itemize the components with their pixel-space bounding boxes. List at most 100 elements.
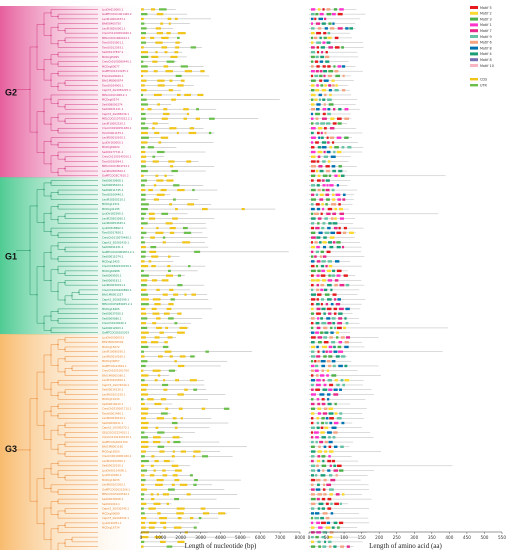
tick-label: 3000 <box>195 535 206 540</box>
tree-node <box>43 371 45 373</box>
utr-block <box>193 483 197 486</box>
motif-block <box>331 141 335 144</box>
tree-node <box>64 82 66 84</box>
cds-block <box>155 41 163 44</box>
tree-node <box>50 182 52 184</box>
motif-block <box>316 264 319 268</box>
motif-block <box>316 207 321 211</box>
cds-block <box>141 298 149 301</box>
cds-block <box>152 60 158 63</box>
motif-block <box>311 283 314 287</box>
cds-block <box>151 279 158 282</box>
cds-block <box>148 507 156 510</box>
utr-block <box>157 445 165 448</box>
cds-block <box>141 84 145 87</box>
motif-block <box>316 426 320 429</box>
motif-block <box>327 321 332 325</box>
motif-block <box>311 22 314 25</box>
utr-block <box>182 226 188 230</box>
cds-block <box>170 165 174 168</box>
utr-block <box>190 46 197 49</box>
cds-block <box>154 379 158 382</box>
motif-block <box>323 340 329 344</box>
cds-block <box>200 70 205 73</box>
gene-structure-panel <box>141 8 289 548</box>
motif-block <box>315 89 320 92</box>
motif-block <box>325 502 329 506</box>
cds-block <box>152 440 161 444</box>
motif-block <box>311 445 315 448</box>
cds-block <box>141 17 144 20</box>
motif-block <box>336 245 341 249</box>
motif-block <box>311 350 315 353</box>
motif-block <box>329 464 332 468</box>
cds-block <box>163 379 166 382</box>
cds-block <box>197 93 204 97</box>
cds-block <box>164 174 167 177</box>
tree-node <box>64 524 66 526</box>
motif-block <box>331 360 336 363</box>
motif-block <box>314 369 319 372</box>
motif-block <box>316 421 320 425</box>
utr-block <box>174 497 180 501</box>
utr-block <box>150 246 157 249</box>
motif-block <box>341 146 345 149</box>
cds-block <box>141 36 146 40</box>
motif-block <box>311 41 314 44</box>
cds-block <box>141 174 144 177</box>
motif-block <box>322 241 327 244</box>
gene-id-label: MCDrgt5095 <box>102 55 119 59</box>
motif-block <box>314 360 317 363</box>
tree-node <box>57 154 59 157</box>
utr-block <box>202 455 209 458</box>
motif-block <box>311 516 314 520</box>
motif-block <box>327 65 331 68</box>
motif-block <box>323 155 329 158</box>
motif-block <box>327 298 332 301</box>
motif-block <box>311 521 314 525</box>
motif-block <box>311 236 316 239</box>
gene-id-label: Sed0009080.1 <box>102 316 122 320</box>
motif-block <box>315 117 319 120</box>
cds-block <box>141 288 147 291</box>
cds-block <box>168 89 174 92</box>
motif-block <box>314 212 319 216</box>
cds-block <box>141 246 146 249</box>
motif-block <box>340 379 344 382</box>
motif-block <box>336 150 342 154</box>
motif-block <box>315 440 318 444</box>
gene-id-label: CreoCh1802010150.1 <box>102 264 132 268</box>
motif-block <box>328 540 332 544</box>
cds-block <box>161 279 169 282</box>
cds-block <box>141 226 144 230</box>
cds-block <box>157 84 165 87</box>
tree-node <box>43 23 45 25</box>
cds-block <box>162 493 170 496</box>
utr-block <box>141 255 146 258</box>
motif-block <box>339 502 342 506</box>
utr-block <box>173 198 176 201</box>
utr-block <box>141 317 148 320</box>
tree-node <box>57 269 59 271</box>
motif-block <box>314 512 320 515</box>
motif-block <box>328 241 333 244</box>
cds-block <box>148 521 157 524</box>
motif-block <box>345 283 350 287</box>
cds-block <box>179 483 188 486</box>
motif-block <box>332 222 338 225</box>
motif-block <box>311 345 316 349</box>
motif-block <box>317 336 323 339</box>
utr-block <box>141 459 149 463</box>
motif-block <box>320 317 324 320</box>
cds-block <box>182 241 191 244</box>
utr-block <box>208 131 212 135</box>
motif-block <box>327 507 332 510</box>
utr-block <box>141 231 147 234</box>
motif-block <box>318 136 321 139</box>
utr-block <box>194 478 198 482</box>
cds-block <box>177 393 184 396</box>
cds-block <box>163 112 170 116</box>
gene-id-label: LyuDlr00000013 <box>102 335 124 339</box>
tick-label: 350 <box>428 535 436 540</box>
tree-node <box>50 315 52 317</box>
